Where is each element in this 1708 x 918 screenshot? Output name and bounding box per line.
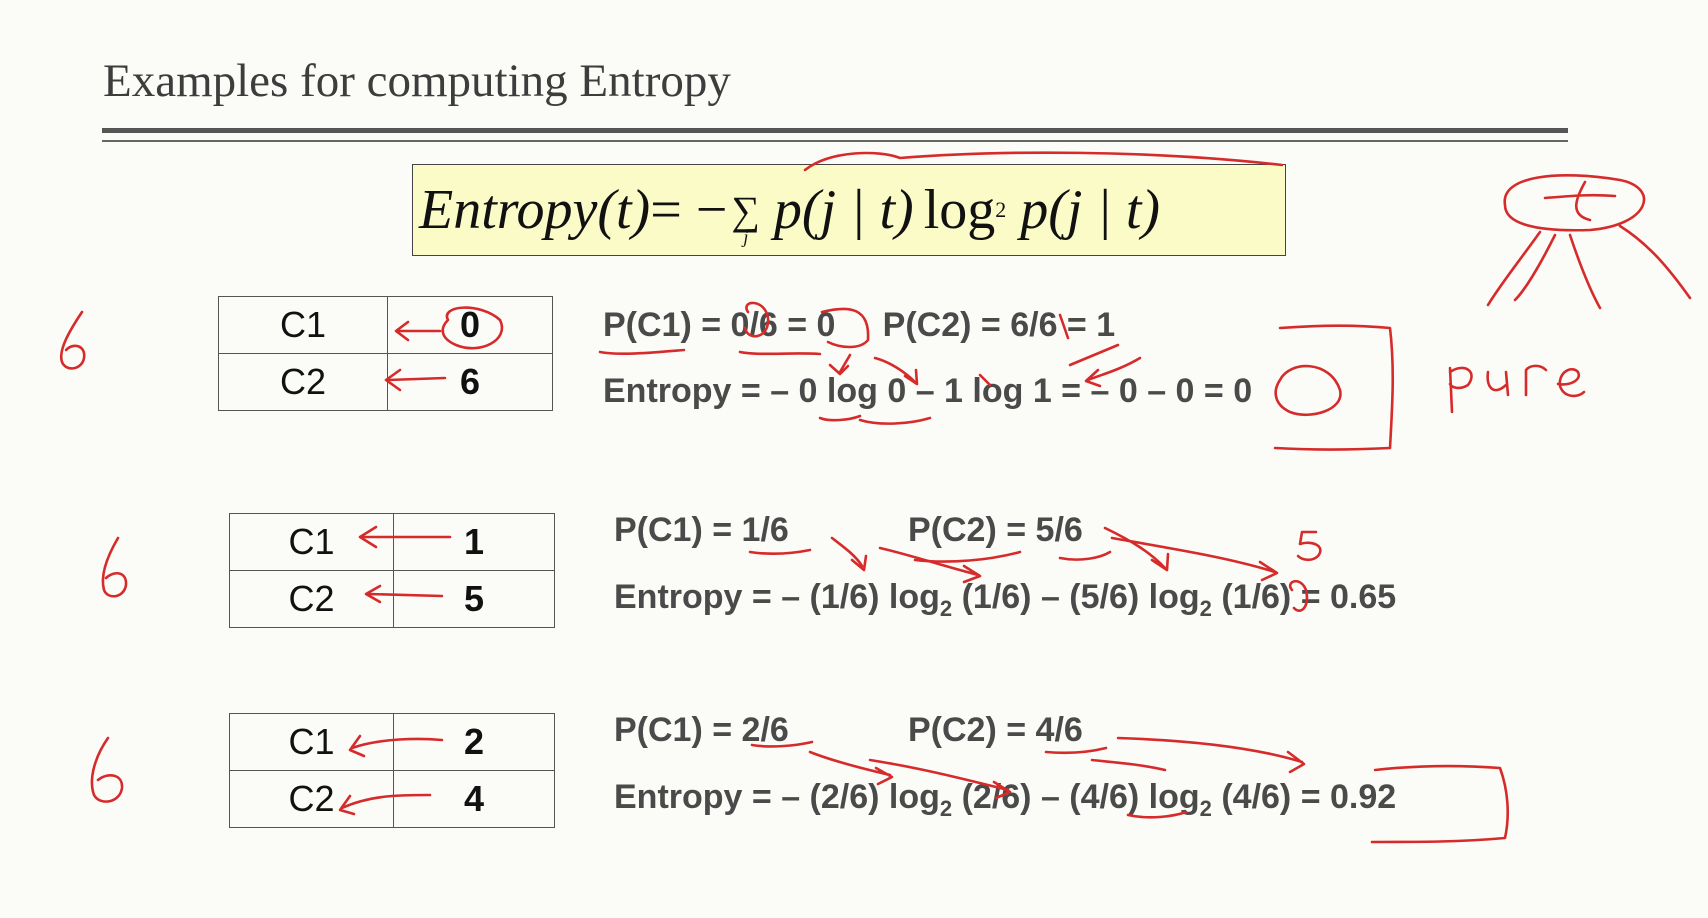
ink-word-pure (1448, 364, 1586, 414)
ink-arrow (1116, 736, 1306, 774)
ink-arrow (830, 536, 868, 572)
table-row: C1 2 (229, 713, 555, 771)
table-row: C1 0 (218, 296, 553, 354)
ink-underline (738, 350, 822, 356)
entropy-calc-1: Entropy = – 0 log 0 – 1 log 1 = – 0 – 0 … (603, 372, 1253, 410)
entropy-calc-2: Entropy = – (1/6) log2 (1/6) – (5/6) log… (614, 578, 1397, 621)
class-count: 6 (387, 353, 553, 411)
ink-underline (598, 348, 686, 356)
class-label: C2 (218, 353, 388, 411)
p-c2-3: P(C2) = 4/6 (908, 711, 1083, 749)
table-row: C1 1 (229, 513, 555, 571)
class-label: C2 (229, 770, 394, 828)
p-c1-2: P(C1) = 1/6 (614, 511, 789, 549)
ink-digit-6 (101, 536, 128, 598)
p-c2-2: P(C2) = 5/6 (908, 511, 1083, 549)
ink-letter-t (1543, 180, 1617, 222)
ink-bracket (1273, 324, 1395, 451)
formula-p2: p(j | t) (1020, 179, 1161, 241)
ink-arrow (1110, 536, 1279, 582)
count-table-3: C1 2 C2 4 (229, 713, 555, 828)
sigma-symbol: ∑ j (731, 187, 760, 247)
class-label: C1 (229, 513, 394, 571)
p-c1-3: P(C1) = 2/6 (614, 711, 789, 749)
sigma-subscript: j (743, 226, 749, 247)
ink-digit-5 (1296, 530, 1322, 562)
ink-digit-6 (90, 736, 124, 803)
class-count: 5 (393, 570, 555, 628)
log-subscript: 2 (1199, 595, 1212, 621)
class-label: C1 (229, 713, 394, 771)
class-count: 2 (393, 713, 555, 771)
count-table-1: C1 0 C2 6 (218, 296, 553, 411)
ink-underline (913, 550, 1022, 563)
title-rule-thin (102, 140, 1568, 142)
formula-log: log (923, 179, 996, 241)
ink-arrow (1090, 758, 1167, 772)
formula-eq: = − (650, 179, 728, 241)
ink-digit-6 (59, 310, 86, 370)
class-count: 0 (387, 296, 553, 354)
class-label: C1 (218, 296, 388, 354)
ink-arrow (1103, 526, 1170, 572)
formula-p1: p(j | t) (773, 179, 914, 241)
formula-log-sub: 2 (995, 197, 1007, 222)
count-table-2: C1 1 C2 5 (229, 513, 555, 628)
ink-circle (1274, 364, 1342, 417)
ink-tree-node (1503, 174, 1646, 232)
entropy-formula: Entropy(t) = − ∑ j p(j | t) log 2 p(j | t… (412, 164, 1286, 256)
class-label: C2 (229, 570, 394, 628)
table-row: C2 6 (218, 353, 553, 411)
formula-lhs: Entropy(t) (419, 179, 651, 241)
log-subscript: 2 (1199, 795, 1212, 821)
ink-arrow (878, 546, 982, 584)
slide-title: Examples for computing Entropy (103, 55, 731, 107)
table-row: C2 5 (229, 570, 555, 628)
ink-tree-branches (1486, 224, 1692, 310)
class-count: 1 (393, 513, 555, 571)
probabilities-1: P(C1) = 0/6 = 0 P(C2) = 6/6 = 1 (603, 306, 1116, 344)
log-subscript: 2 (939, 595, 953, 621)
ink-underline (1058, 550, 1112, 561)
ink-underline (818, 414, 932, 425)
title-rule-thick (102, 128, 1568, 133)
ink-underline (748, 548, 812, 556)
class-count: 4 (393, 770, 555, 828)
entropy-calc-3: Entropy = – (2/6) log2 (2/6) – (4/6) log… (614, 778, 1397, 821)
log-subscript: 2 (939, 795, 953, 821)
table-row: C2 4 (229, 770, 555, 828)
